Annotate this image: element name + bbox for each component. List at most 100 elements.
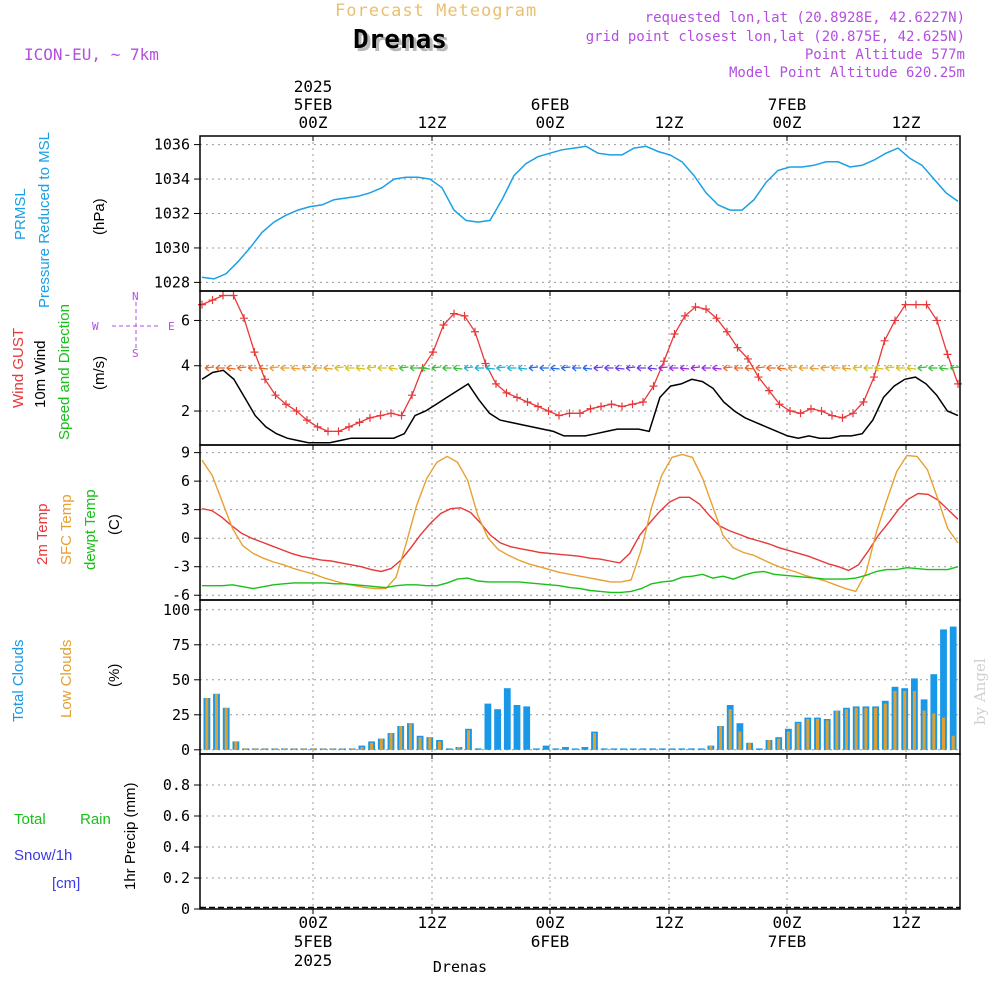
gust-marker	[922, 300, 931, 309]
wind-arrow	[366, 364, 377, 372]
total-cloud-bar	[668, 748, 676, 750]
y-tick-label: 1034	[154, 170, 190, 188]
low-clouds-label: Low Clouds	[58, 640, 75, 718]
low-cloud-bar	[331, 748, 335, 750]
wind-arrow	[226, 364, 236, 372]
wind-arrow	[766, 364, 776, 372]
wind-arrow	[269, 364, 279, 372]
total-cloud-bar	[940, 629, 947, 750]
wind-arrow	[744, 364, 755, 372]
total-cloud-bar	[649, 748, 657, 750]
gust-marker	[796, 409, 805, 418]
wind-arrow	[550, 364, 560, 372]
total-cloud-bar	[542, 745, 550, 750]
y-tick-label: 50	[172, 671, 190, 689]
low-cloud-bar	[816, 719, 819, 750]
gust-marker	[345, 422, 353, 431]
low-cloud-bar	[874, 707, 878, 750]
wind-arrow	[831, 364, 841, 372]
gust-marker	[943, 350, 952, 359]
gust-marker	[376, 411, 385, 420]
top-time-label: 12Z	[418, 113, 447, 132]
y-tick-label: 0.6	[163, 807, 190, 825]
total-cloud-bar	[629, 748, 637, 750]
y-tick-label: 0	[181, 529, 190, 547]
wind-arrow	[798, 364, 808, 372]
gust-marker	[765, 386, 773, 395]
low-cloud-bar	[399, 726, 403, 750]
gust-marker	[912, 300, 920, 309]
dewpt-line	[202, 566, 959, 594]
gust-marker	[492, 379, 500, 388]
gust-marker	[282, 400, 290, 409]
wind-arrow	[247, 364, 258, 372]
gust-marker	[754, 373, 763, 382]
bottom-time-label: 12Z	[418, 913, 447, 932]
gust-marker	[397, 411, 406, 420]
wind-arrow	[571, 364, 582, 372]
grid-point-coords: grid point closest lon,lat (20.875E, 42.…	[586, 29, 965, 45]
wind-arrow	[237, 364, 247, 372]
footer-location: Drenas	[433, 958, 487, 976]
low-cloud-bar	[457, 747, 461, 750]
low-cloud-bar	[234, 741, 238, 750]
model-label: ICON-EU, ~ 7km	[24, 45, 159, 64]
top-time-axis: 2025 5FEB 00Z 12Z 6FEB 00Z 12Z 7FEB 00Z …	[294, 77, 921, 132]
total-cloud-bar	[513, 705, 521, 750]
temp-side-labels: 2m Temp SFC Temp dewpt Temp (C)	[34, 489, 123, 570]
low-cloud-bar	[273, 748, 277, 750]
total-cloud-bar	[930, 674, 938, 750]
top-time-label: 00Z	[299, 113, 328, 132]
point-altitude: Point Altitude 577m	[805, 47, 965, 63]
low-cloud-bar	[244, 748, 248, 750]
bottom-date-label: 6FEB	[531, 932, 570, 951]
low-cloud-bar	[864, 707, 868, 750]
low-cloud-bar	[767, 740, 771, 750]
wind-arrow	[939, 364, 949, 372]
location-title: Drenas	[353, 25, 447, 55]
gust-marker	[933, 316, 941, 325]
wind-arrow	[561, 364, 571, 372]
wind-arrow	[204, 364, 215, 372]
wind-line	[201, 369, 959, 444]
low-cloud-bar	[389, 733, 393, 750]
gust-marker	[481, 359, 490, 368]
wind-arrow	[809, 364, 819, 372]
compass-west: W	[92, 320, 99, 333]
wind-arrow	[701, 364, 711, 372]
plot-layer: 1028 1030 1032 1034 1036 2 4 6 -6 -3 0 3 6 9 0 25 50 75 10…	[154, 135, 962, 918]
total-cloud-bar	[562, 747, 569, 750]
y-tick-label: 1030	[154, 239, 190, 257]
dewpt-temp-label: dewpt Temp	[82, 489, 99, 570]
pressure-side-labels: PRMSL Pressure Reduced to MSL (hPa)	[12, 132, 108, 308]
precip-side-labels: Total Rain Snow/1h [cm] 1hr Precip (mm)	[14, 782, 139, 892]
top-time-label: 00Z	[773, 113, 802, 132]
gust-marker	[681, 311, 689, 320]
low-cloud-bar	[224, 707, 228, 750]
gust-marker	[229, 291, 238, 300]
gust-marker	[565, 409, 574, 418]
low-cloud-bar	[263, 748, 267, 750]
y-tick-label: 6	[181, 472, 190, 490]
total-cloud-bar	[688, 748, 695, 750]
wind-side-labels: Wind GUST 10m Wind Speed and Direction (…	[10, 304, 108, 440]
y-tick-label: 1028	[154, 273, 190, 291]
wind-arrow	[215, 364, 225, 372]
clouds-unit: (%)	[106, 664, 123, 687]
gust-marker	[576, 409, 584, 418]
low-cloud-bar	[777, 738, 781, 750]
gust-marker	[670, 330, 679, 339]
wind-arrow	[280, 364, 290, 372]
gust-marker	[292, 407, 301, 416]
total-cloud-bar	[659, 748, 666, 750]
gust-marker	[691, 302, 700, 311]
wind-arrow	[733, 364, 744, 372]
snow-label: Snow/1h	[14, 847, 72, 864]
gust-marker	[639, 397, 647, 406]
wind-arrow	[690, 364, 701, 372]
total-cloud-bar	[678, 748, 686, 750]
total-cloud-bar	[639, 748, 647, 750]
bottom-time-label: 00Z	[299, 913, 328, 932]
wind-arrow	[820, 364, 830, 372]
low-cloud-bar	[215, 693, 218, 750]
